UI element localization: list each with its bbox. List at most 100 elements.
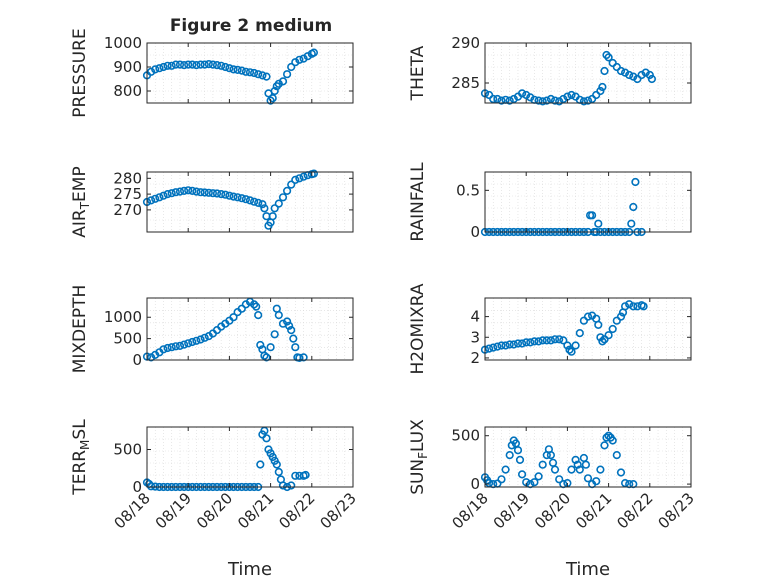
data-point (274, 467, 283, 477)
data-point (517, 470, 527, 479)
x-tick-label: 08/23 (317, 489, 360, 532)
data-point (645, 70, 654, 80)
y-tick-label: 2 (470, 349, 480, 367)
data-point (497, 341, 506, 350)
plot-area (147, 172, 353, 232)
axes-box (146, 171, 354, 233)
data-point (180, 186, 189, 195)
data-point (515, 455, 525, 465)
subplot-terr-msl: 050008/1808/1908/2008/2108/2208/23TERRMS… (70, 419, 360, 580)
x-tick-label: 08/20 (531, 489, 574, 532)
data-point (608, 436, 617, 445)
data-point (291, 175, 300, 184)
data-point (256, 340, 265, 350)
data-point (522, 338, 531, 347)
data-point (505, 340, 514, 349)
data-point (489, 343, 498, 352)
x-tick-label: 08/22 (613, 489, 656, 532)
y-tick-label: 0 (470, 475, 480, 493)
data-point (600, 335, 609, 344)
data-point (237, 194, 246, 203)
data-point (596, 333, 605, 342)
x-tick-label: 08/21 (572, 489, 615, 532)
data-point (555, 97, 564, 106)
data-point (287, 326, 296, 335)
data-point (571, 341, 580, 350)
data-point (250, 197, 259, 206)
data-point (534, 96, 543, 105)
data-point (250, 68, 259, 78)
y-tick-label: 1000 (104, 308, 142, 326)
data-point (526, 93, 535, 102)
data-point (287, 481, 296, 490)
data-point (208, 60, 217, 69)
data-point (274, 311, 283, 320)
data-point (270, 204, 279, 213)
data-point (299, 172, 308, 181)
data-point (204, 59, 213, 69)
data-point (283, 186, 292, 195)
data-point (200, 60, 209, 69)
data-point (270, 86, 279, 96)
data-point (596, 465, 605, 474)
y-axis-label: H2OMIXRA (408, 283, 428, 374)
data-point (546, 336, 556, 345)
data-point (517, 89, 527, 98)
subplot-h2omixra: 2 3 4 H2OMIXRA (408, 283, 692, 375)
subplot-mixdepth: 0 500 1000 MIXDEPTH (70, 285, 354, 373)
data-point (299, 54, 308, 63)
data-point (262, 434, 271, 443)
axes-box (484, 426, 692, 488)
data-point (283, 70, 292, 79)
data-point (600, 66, 609, 76)
y-tick-label: 500 (113, 330, 142, 348)
x-tick-label: 08/21 (234, 489, 277, 532)
data-point (245, 68, 255, 77)
data-point (159, 62, 168, 72)
data-point (303, 52, 312, 61)
data-point (159, 191, 168, 200)
data-point (493, 94, 502, 104)
data-point (254, 311, 263, 320)
data-point (245, 196, 255, 205)
data-point (167, 189, 176, 198)
y-tick-label: 900 (113, 58, 142, 76)
data-point (258, 71, 267, 80)
data-point (250, 300, 259, 309)
data-point (155, 193, 164, 202)
data-point (522, 90, 531, 100)
data-point (517, 339, 527, 348)
data-point (200, 188, 209, 197)
data-point (175, 341, 185, 351)
data-point (559, 336, 568, 345)
data-point (147, 482, 156, 491)
data-point (579, 97, 589, 106)
data-point (229, 65, 238, 74)
data-point (550, 96, 560, 105)
data-point (188, 186, 197, 195)
data-point (212, 189, 222, 198)
data-point (631, 177, 640, 187)
axes-box (146, 297, 354, 361)
data-point (567, 465, 576, 474)
data-point (583, 312, 593, 321)
axes-box (484, 171, 692, 233)
data-point (505, 96, 514, 105)
y-axis-label: THETA (408, 45, 428, 101)
data-point (309, 169, 319, 178)
y-tick-label: 270 (113, 201, 142, 219)
data-point (620, 302, 630, 311)
y-axis-label: PRESSURE (70, 28, 90, 117)
data-point (583, 96, 593, 105)
x-tick-label: 08/20 (193, 489, 236, 532)
data-point (530, 337, 539, 346)
x-axis-label: Time (227, 559, 272, 580)
data-point (550, 335, 560, 344)
data-point (546, 451, 556, 460)
data-point (616, 312, 626, 321)
data-point (163, 343, 172, 353)
data-point (167, 61, 176, 70)
data-point (526, 338, 535, 347)
data-point (627, 219, 636, 228)
